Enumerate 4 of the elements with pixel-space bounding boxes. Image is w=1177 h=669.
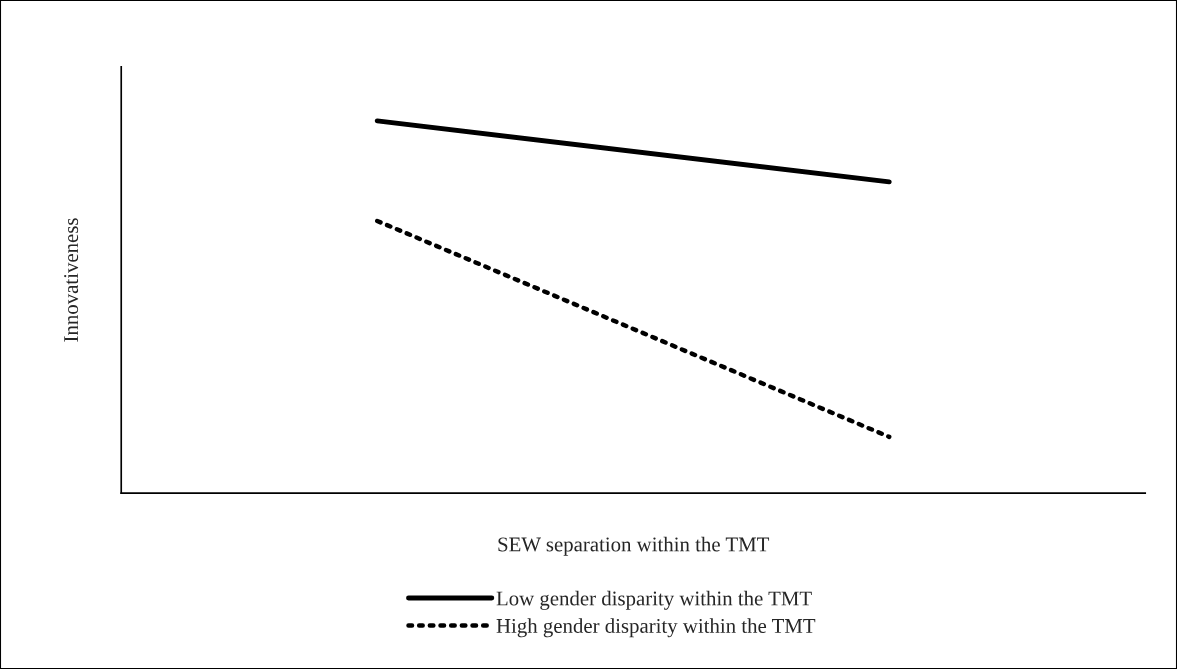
legend-label: Low gender disparity within the TMT — [496, 590, 812, 610]
x-axis-title: SEW separation within the TMT — [498, 536, 770, 556]
legend-label: High gender disparity within the TMT — [496, 618, 816, 638]
y-axis-title: Innovativeness — [64, 218, 79, 342]
